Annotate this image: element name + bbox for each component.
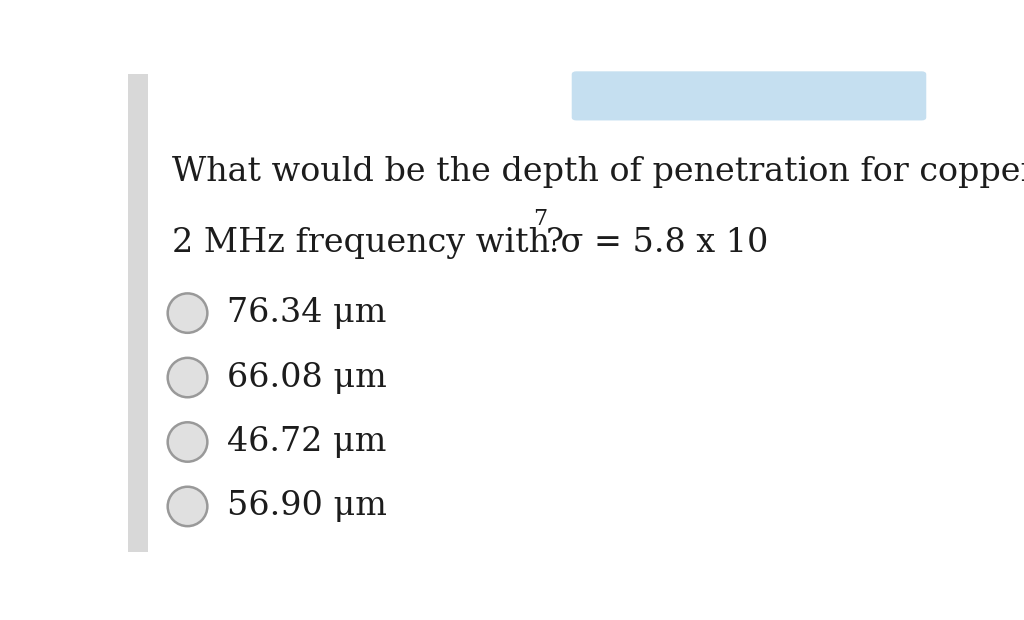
Text: ?: ? bbox=[546, 227, 564, 259]
Bar bbox=[128, 74, 147, 552]
Ellipse shape bbox=[168, 293, 207, 333]
Text: 46.72 μm: 46.72 μm bbox=[227, 426, 387, 458]
Ellipse shape bbox=[168, 422, 207, 462]
Ellipse shape bbox=[168, 487, 207, 526]
Text: 7: 7 bbox=[532, 208, 547, 230]
Text: 2 MHz frequency with σ = 5.8 x 10: 2 MHz frequency with σ = 5.8 x 10 bbox=[172, 227, 768, 259]
Text: 76.34 μm: 76.34 μm bbox=[227, 297, 387, 329]
Text: What would be the depth of penetration for copper at: What would be the depth of penetration f… bbox=[172, 156, 1024, 188]
Ellipse shape bbox=[168, 358, 207, 397]
Text: 56.90 μm: 56.90 μm bbox=[227, 490, 387, 523]
FancyBboxPatch shape bbox=[572, 72, 926, 120]
Text: 66.08 μm: 66.08 μm bbox=[227, 361, 387, 394]
